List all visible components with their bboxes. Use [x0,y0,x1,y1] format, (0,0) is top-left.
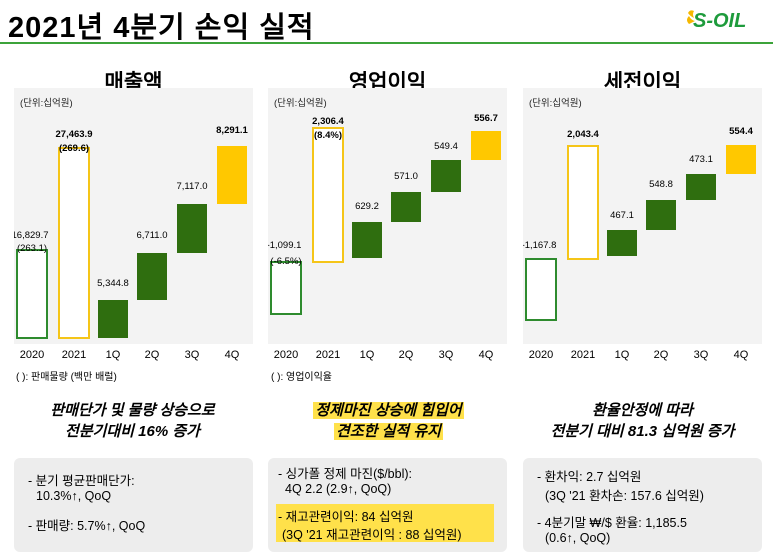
chart-panel-pretax-income: -1,167.8 2,043.4 467.1 548.8 473.1 554.4 [523,88,762,344]
data-label: 548.8 [649,179,673,190]
unit-label: (단위:십억원) [20,98,73,109]
summary-line: 전분기 대비 81.3 십억원 증가 [550,423,735,440]
x-tick-label: 1Q [106,349,121,361]
data-label: -1,099.1 [268,240,301,251]
detail-text: - 싱가폴 정제 마진($/bbl): [278,467,412,481]
page-title: 2021년 4분기 손익 실적 [8,12,315,44]
detail-box-revenue: - 분기 평균판매단가: 10.3%↑, QoQ - 판매량: 5.7%↑, Q… [14,458,253,552]
x-tick-label: 1Q [360,349,375,361]
bar-4Q [471,131,501,160]
detail-text: - 환차익: 2.7 십억원 [537,470,642,484]
x-tick-label: 2Q [654,349,669,361]
sub-label: (-6.5%) [270,256,301,267]
detail-text: - 4분기말 ₩/$ 환율: 1,185.5 [537,516,687,530]
x-tick-label: 2021 [571,349,595,361]
bar-2021 [58,147,90,339]
x-tick-label: 2020 [20,349,44,361]
chart-pretax-income: -1,167.8 2,043.4 467.1 548.8 473.1 554.4 [523,126,756,321]
detail-text: - 재고관련이익: 84 십억원 [278,510,414,524]
bar-3Q [177,204,207,253]
logo-text: S-OIL [693,10,747,32]
detail-text: - 분기 평균판매단가: [28,474,135,488]
bar-3Q [686,174,716,200]
detail-text: (3Q '21 재고관련이익 : 88 십억원) [282,528,462,542]
x-tick-label: 1Q [615,349,630,361]
data-label: 473.1 [689,154,713,165]
data-label: 556.7 [474,113,498,124]
bar-2020 [270,261,302,315]
bar-2Q [646,200,676,230]
chart-operating-income: -1,099.1 (-6.5%) 2,306.4 (8.4%) 629.2 571.0 54… [268,113,501,315]
footnote: ( ): 영업이익율 [271,372,332,383]
detail-text: 4Q 2.2 (2.9↑, QoQ) [285,482,392,496]
summary-line: 전분기대비 16% 증가 [65,423,200,440]
bar-2020 [16,249,48,339]
data-label: 571.0 [394,171,418,182]
bar-1Q [98,300,128,338]
summary-line: 정제마진 상승에 힘입어 [313,402,464,419]
data-label: 2,306.4 [312,116,344,127]
summary-operating-income: 정제마진 상승에 힘입어 견조한 실적 유지 [262,400,515,442]
detail-text: (3Q '21 환차손: 157.6 십억원) [545,489,704,503]
highlight-box [276,504,494,542]
x-tick-label: 2Q [145,349,160,361]
x-axis-labels: 2020 2021 1Q 2Q 3Q 4Q 2020 2021 1Q 2Q 3Q 4Q 2020 2021… [20,349,749,361]
detail-text: - 판매량: 5.7%↑, QoQ [28,519,146,533]
x-tick-label: 2020 [529,349,553,361]
bar-1Q [607,230,637,256]
data-label: 27,463.9 [56,129,93,140]
chart-panel-revenue: 16,829.7 (263.1) 27,463.9 (269.6) 5,344.8 6,7… [14,88,253,344]
detail-text: (0.6↑, QoQ) [545,531,611,545]
bar-3Q [431,160,461,192]
sub-label: (269.6) [59,143,89,154]
data-label: 16,829.7 [14,230,48,241]
summary-line: 환율안정에 따라 [592,402,693,419]
data-label: 554.4 [729,126,753,137]
unit-label: (단위:십억원) [274,98,327,109]
data-label: 2,043.4 [567,129,599,140]
bar-4Q [726,145,756,174]
x-tick-label: 2020 [274,349,298,361]
bar-2Q [391,192,421,222]
unit-label: (단위:십억원) [529,98,582,109]
summary-revenue: 판매단가 및 물량 상승으로 전분기대비 16% 증가 [6,400,259,442]
x-tick-label: 4Q [225,349,240,361]
data-label: 549.4 [434,141,458,152]
x-tick-label: 4Q [734,349,749,361]
x-tick-label: 2021 [316,349,340,361]
detail-text: 10.3%↑, QoQ [36,489,112,503]
data-label: 6,711.0 [137,230,168,241]
title-divider [0,42,773,44]
bar-2021 [567,145,599,260]
sub-label: (263.1) [17,243,47,254]
data-label: 5,344.8 [97,278,129,289]
detail-box-operating-income: - 싱가폴 정제 마진($/bbl): 4Q 2.2 (2.9↑, QoQ) -… [268,458,507,552]
footnote: ( ): 판매물량 (백만 배럴) [16,372,117,383]
data-label: 467.1 [610,210,634,221]
data-label: -1,167.8 [523,240,556,251]
x-tick-label: 3Q [185,349,200,361]
chart-revenue: 16,829.7 (263.1) 27,463.9 (269.6) 5,344.8 6,7… [14,125,249,339]
detail-box-pretax-income: - 환차익: 2.7 십억원 (3Q '21 환차손: 157.6 십억원) -… [523,458,762,552]
x-tick-label: 2021 [62,349,86,361]
bar-1Q [352,222,382,258]
bar-2020 [525,258,557,321]
x-tick-label: 3Q [694,349,709,361]
x-tick-label: 4Q [479,349,494,361]
data-label: 629.2 [355,201,379,212]
summary-line: 판매단가 및 물량 상승으로 [50,402,215,419]
bar-2Q [137,253,167,300]
x-tick-label: 3Q [439,349,454,361]
data-label: 8,291.1 [216,125,248,136]
sub-label: (8.4%) [314,130,342,141]
chart-panel-operating-income: -1,099.1 (-6.5%) 2,306.4 (8.4%) 629.2 571.0 54… [268,88,507,344]
data-label: 7,117.0 [177,181,208,192]
logo [687,10,695,24]
bar-4Q [217,146,247,204]
x-tick-label: 2Q [399,349,414,361]
bar-2021 [312,127,344,263]
logo-mark-icon [687,10,695,24]
summary-pretax-income: 환율안정에 따라 전분기 대비 81.3 십억원 증가 [516,400,769,442]
summary-line: 견조한 실적 유지 [334,423,443,440]
